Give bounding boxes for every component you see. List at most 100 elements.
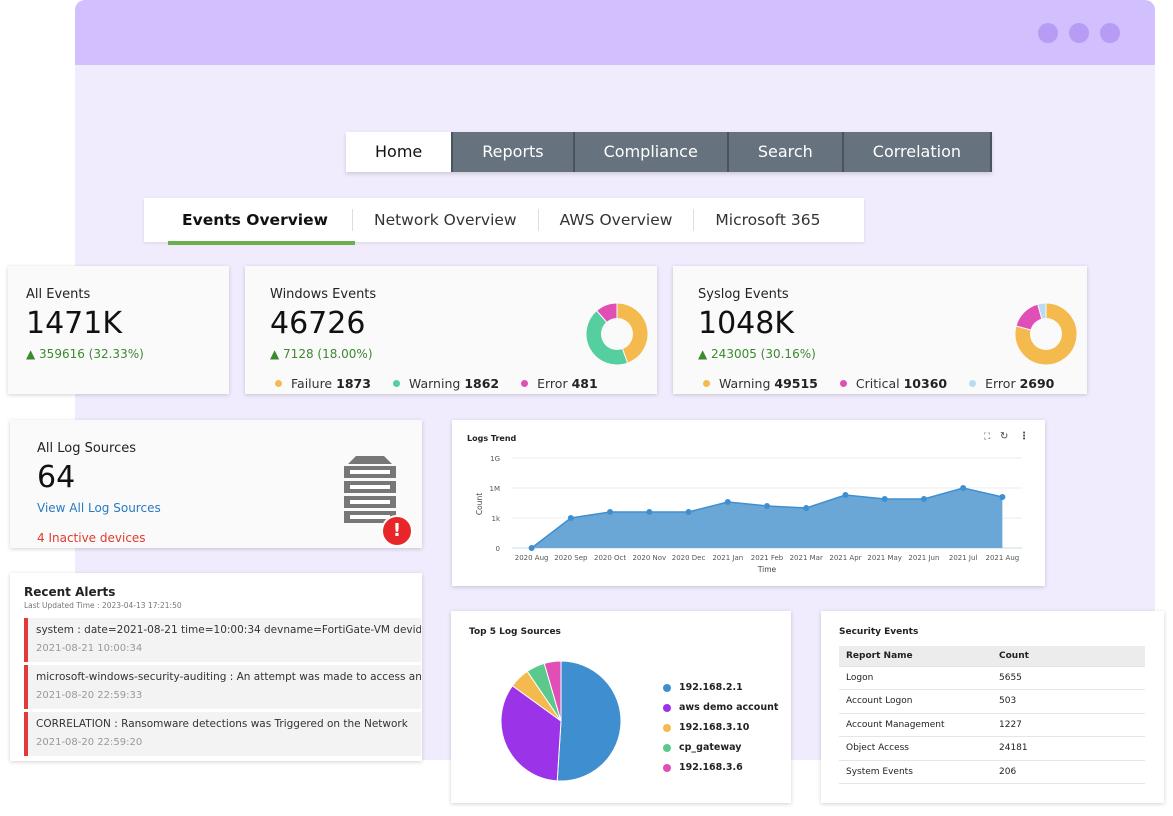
- security-events-card: Security Events Report Name Count Logon 56…: [821, 611, 1164, 803]
- top-log-sources-card: Top 5 Log Sources 192.168.2.1 aws demo a…: [451, 611, 791, 803]
- alert-text: CORRELATION : Ransomware detections was …: [36, 718, 408, 730]
- legend-warning: Warning 1862: [392, 376, 499, 391]
- data-point[interactable]: [842, 491, 849, 498]
- log-sources-card: All Log Sources 64 View All Log Sources …: [10, 420, 422, 548]
- legend-item[interactable]: cp_gateway: [663, 742, 778, 753]
- data-point[interactable]: [685, 508, 692, 515]
- data-point[interactable]: [881, 495, 888, 502]
- column-header[interactable]: Report Name: [839, 646, 992, 667]
- syslog-events-card[interactable]: Syslog Events 1048K ▲ 243005 (30.16%) Wa…: [673, 266, 1087, 394]
- refresh-icon[interactable]: ↻: [1000, 431, 1009, 442]
- chart-title: Top 5 Log Sources: [469, 627, 561, 637]
- card-value: 64: [37, 460, 76, 495]
- table-row[interactable]: Logon 5655: [839, 666, 1145, 690]
- inactive-devices-link[interactable]: 4 Inactive devices: [37, 531, 146, 545]
- column-header[interactable]: Count: [992, 646, 1145, 667]
- tab-network-overview[interactable]: Network Overview: [353, 209, 539, 231]
- data-point[interactable]: [567, 515, 574, 521]
- window-dot: [1038, 23, 1058, 43]
- card-title: Security Events: [839, 627, 919, 637]
- tab-events-overview[interactable]: Events Overview: [144, 209, 355, 245]
- up-arrow-icon: ▲: [698, 347, 712, 361]
- view-all-log-sources-link[interactable]: View All Log Sources: [37, 501, 161, 515]
- card-title: Recent Alerts: [24, 585, 116, 599]
- top-log-sources-pie: [500, 660, 622, 782]
- expand-icon[interactable]: ⛶: [984, 432, 991, 442]
- logs-trend-chart: 0 1k 1M 1G 2020 Aug 2020 Sep 2020 Oct 2020 Nov 2…: [475, 455, 1022, 574]
- legend-error: Error 481: [521, 376, 598, 391]
- legend-warning: Warning 49515: [703, 376, 818, 391]
- pie-slice[interactable]: [556, 660, 622, 782]
- legend-critical: Critical 10360: [839, 376, 947, 391]
- tab-aws-overview[interactable]: AWS Overview: [539, 209, 695, 231]
- x-tick-label: 2020 Aug: [515, 554, 549, 562]
- x-tick-label: 2021 Aug: [986, 554, 1020, 562]
- legend-item[interactable]: aws demo account: [663, 702, 778, 713]
- window-dot: [1069, 23, 1089, 43]
- alert-badge-icon: !: [381, 515, 413, 547]
- legend-failure: Failure 1873: [275, 376, 371, 391]
- alert-item[interactable]: system : date=2021-08-21 time=10:00:34 d…: [24, 618, 421, 662]
- donut-hole: [601, 318, 633, 350]
- tab-home[interactable]: Home: [346, 132, 454, 172]
- table-row[interactable]: Account Management 1227: [839, 713, 1145, 737]
- tab-search[interactable]: Search: [728, 132, 844, 172]
- pie-slice[interactable]: [543, 660, 562, 722]
- x-tick-label: 2021 Jun: [908, 554, 939, 562]
- donut-hole: [1030, 318, 1062, 350]
- data-point[interactable]: [528, 545, 535, 551]
- tab-correlation[interactable]: Correlation: [843, 132, 993, 172]
- data-point[interactable]: [920, 495, 927, 502]
- legend-item[interactable]: 192.168.3.10: [663, 722, 778, 733]
- card-delta: ▲ 7128 (18.00%): [270, 347, 373, 361]
- alert-time: 2021-08-21 10:00:34: [36, 643, 143, 654]
- data-point[interactable]: [803, 505, 810, 511]
- legend-error: Error 2690: [969, 376, 1054, 391]
- sub-nav: Events Overview Network Overview AWS Ove…: [144, 198, 864, 245]
- data-point[interactable]: [999, 494, 1006, 501]
- x-tick-label: 2021 May: [867, 554, 902, 562]
- y-tick-label: 0: [496, 545, 500, 553]
- legend-item[interactable]: 192.168.2.1: [663, 682, 778, 693]
- alert-text: microsoft-windows-security-auditing : An…: [36, 671, 421, 683]
- alert-item[interactable]: CORRELATION : Ransomware detections was …: [24, 712, 421, 756]
- card-value: 1471K: [26, 306, 123, 341]
- data-point[interactable]: [724, 498, 731, 505]
- all-events-card[interactable]: All Events 1471K ▲ 359616 (32.33%): [8, 266, 229, 394]
- windows-events-card[interactable]: Windows Events 46726 ▲ 7128 (18.00%) Fai…: [245, 266, 657, 394]
- x-tick-label: 2020 Sep: [554, 554, 588, 562]
- more-options-icon[interactable]: ⋮: [1019, 431, 1029, 442]
- y-tick-label: 1G: [490, 455, 500, 463]
- x-tick-label: 2021 Jan: [712, 554, 743, 562]
- table-row[interactable]: Object Access 24181: [839, 736, 1145, 761]
- pie-slice[interactable]: [500, 685, 562, 782]
- x-tick-label: 2020 Dec: [672, 554, 706, 562]
- tab-compliance[interactable]: Compliance: [574, 132, 729, 172]
- tab-microsoft-365[interactable]: Microsoft 365: [715, 211, 821, 229]
- area-fill: [531, 488, 1003, 548]
- table-row[interactable]: System Events 206: [839, 760, 1145, 784]
- data-point[interactable]: [960, 485, 967, 491]
- legend-item[interactable]: 192.168.3.6: [663, 762, 778, 773]
- donut-slice-warning[interactable]: [1014, 302, 1078, 366]
- table-row[interactable]: Account Logon 503: [839, 689, 1145, 714]
- y-axis-title: Count: [475, 493, 484, 515]
- y-tick-label: 1k: [491, 515, 500, 523]
- data-point[interactable]: [607, 508, 614, 515]
- security-events-table: Report Name Count Logon 5655 Account Logon…: [839, 646, 1145, 784]
- windows-donut-chart: [585, 302, 649, 366]
- x-tick-label: 2020 Nov: [632, 554, 666, 562]
- alert-text: system : date=2021-08-21 time=10:00:34 d…: [36, 624, 421, 636]
- card-value: 1048K: [698, 306, 795, 341]
- syslog-legend: Warning 49515 Critical 10360 Error 2690: [703, 376, 1076, 391]
- window-dot: [1100, 23, 1120, 43]
- data-point[interactable]: [646, 508, 653, 515]
- server-icon: [344, 456, 396, 523]
- data-point[interactable]: [764, 502, 770, 509]
- x-axis-title: Time: [757, 565, 777, 574]
- recent-alerts-card: Recent Alerts Last Updated Time : 2023-0…: [10, 573, 422, 761]
- tab-reports[interactable]: Reports: [453, 132, 575, 172]
- card-delta: ▲ 359616 (32.33%): [26, 347, 144, 361]
- alert-item[interactable]: microsoft-windows-security-auditing : An…: [24, 665, 421, 709]
- up-arrow-icon: ▲: [270, 347, 284, 361]
